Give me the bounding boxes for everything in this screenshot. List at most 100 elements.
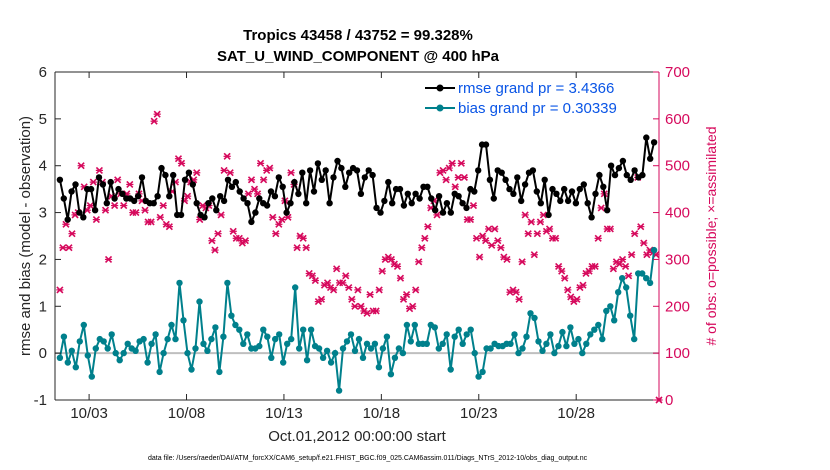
rmse-point (205, 200, 212, 207)
bias-point (280, 359, 287, 366)
bias-point (411, 321, 418, 329)
obs-marker (323, 279, 332, 287)
obs-marker (101, 206, 110, 214)
obs-marker (156, 213, 164, 221)
bias-point (260, 326, 267, 333)
obs-marker (448, 159, 456, 167)
bias-point (391, 354, 399, 361)
x-tick-label: 10/08 (168, 405, 206, 422)
bias-point (164, 335, 171, 343)
rmse-point (342, 183, 349, 190)
rmse-point (439, 209, 447, 216)
bias-point (595, 321, 602, 329)
obs-marker (339, 279, 347, 287)
rmse-point (103, 200, 111, 207)
rmse-point (588, 214, 595, 221)
rmse-point (580, 181, 587, 188)
axes (54, 71, 660, 401)
rmse-point (68, 188, 75, 195)
x-ticks: 10/03 10/08 10/13 10/18 10/23 10/28 (70, 72, 595, 422)
obs-marker (597, 204, 605, 212)
obs-marker (165, 223, 173, 231)
rmse-point (455, 193, 462, 200)
rmse-point (181, 176, 189, 183)
bias-point (650, 246, 658, 254)
rmse-point (506, 185, 513, 193)
rmse-point (514, 174, 521, 181)
rmse-point (596, 171, 603, 179)
obs-marker (491, 225, 499, 233)
bias-point (72, 364, 80, 371)
x-tick-label: 10/13 (265, 405, 303, 422)
bias-point (160, 349, 167, 357)
bias-point (527, 310, 534, 317)
rmse-point (619, 157, 627, 165)
bias-point (108, 331, 115, 338)
bias-point (459, 340, 466, 347)
bias-point (88, 373, 96, 380)
obs-marker (615, 260, 624, 268)
obs-marker (457, 159, 465, 167)
rmse-point (244, 200, 251, 207)
obs-marker (92, 216, 100, 224)
legend-rmse-label: rmse grand pr = 3.4366 (458, 80, 614, 97)
obs-marker (357, 302, 365, 310)
rmse-point (475, 167, 482, 174)
bias-point (216, 368, 223, 376)
bias-point (383, 333, 391, 340)
bias-point (547, 331, 554, 338)
rmse-point (584, 200, 591, 207)
y-tick-label: 6 (39, 64, 47, 81)
rmse-point (267, 188, 275, 195)
bias-point (200, 340, 207, 347)
rmse-point (91, 207, 99, 214)
bias-point (395, 345, 403, 352)
obs-marker (214, 230, 222, 238)
rmse-point (338, 164, 345, 172)
bias-point (168, 321, 175, 329)
bias-point (84, 352, 92, 359)
rmse-point (334, 157, 341, 165)
bias-point (559, 328, 566, 336)
y-tick-label: 3 (39, 205, 47, 222)
rmse-point (248, 218, 255, 226)
obs-marker (354, 286, 362, 294)
bias-series (56, 246, 658, 394)
obs-marker (573, 295, 581, 303)
bias-point (303, 357, 311, 364)
obs-marker (86, 201, 94, 210)
bias-point (56, 354, 64, 361)
chart-title: Tropics 43458 / 43752 = 99.328% (243, 27, 473, 44)
rmse-point (486, 176, 494, 183)
rmse-point (553, 190, 560, 197)
obs-marker (56, 286, 64, 294)
rmse-point (263, 202, 271, 209)
bias-point (515, 349, 522, 357)
rmse-point (72, 181, 79, 188)
bias-point (156, 368, 163, 376)
obs-marker (460, 173, 468, 181)
rmse-point (213, 207, 220, 214)
rmse-point (643, 134, 650, 141)
bias-point (431, 324, 438, 331)
rmse-point (95, 174, 103, 181)
bias-point (487, 345, 494, 352)
obs-marker (241, 237, 249, 245)
bias-point (631, 335, 638, 343)
chart-subtitle: SAT_U_WIND_COMPONENT @ 400 hPa (217, 48, 500, 65)
obs-marker (272, 230, 280, 238)
obs-marker (269, 213, 277, 221)
obs-marker (247, 176, 256, 184)
obs-marker (229, 227, 237, 235)
rmse-point (463, 204, 470, 212)
bias-point (148, 340, 155, 347)
rmse-point (193, 200, 200, 207)
rmse-point (306, 167, 314, 174)
rmse-point (64, 216, 71, 223)
obs-marker (439, 166, 447, 174)
rmse-point (389, 200, 396, 207)
bias-point (627, 312, 634, 319)
bias-point (76, 338, 84, 345)
obs-marker (193, 169, 201, 177)
rmse-point (291, 178, 298, 186)
